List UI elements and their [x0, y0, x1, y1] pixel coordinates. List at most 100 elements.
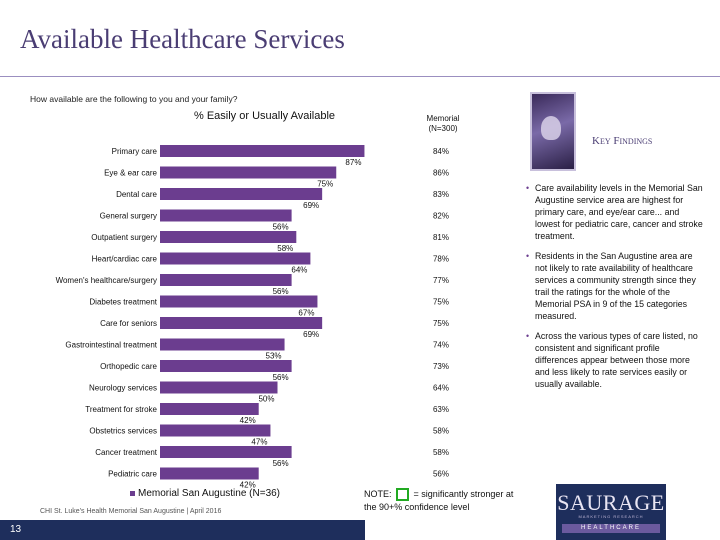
memorial-value-label: 58%: [433, 427, 449, 436]
category-label: General surgery: [100, 212, 157, 221]
bar: [160, 381, 278, 394]
category-label: Cancer treatment: [95, 448, 158, 457]
bar: [160, 403, 259, 415]
bar-value-label: 53%: [266, 352, 282, 361]
memorial-value-label: 64%: [433, 384, 449, 393]
bar: [160, 360, 292, 372]
page-number: 13: [10, 524, 22, 535]
logo-band-text: HEALTHCARE: [581, 525, 641, 531]
bar: [160, 467, 259, 480]
logo-wordmark: SAURAGE: [557, 490, 665, 515]
finding-item: • Across the various types of care listed…: [526, 330, 704, 390]
category-label: Dental care: [116, 190, 157, 199]
bar-value-label: 56%: [273, 287, 289, 296]
finding-text: Across the various types of care listed,…: [535, 331, 698, 389]
memorial-value-label: 83%: [433, 190, 449, 199]
memorial-value-label: 84%: [433, 147, 449, 156]
bar: [160, 317, 323, 329]
category-label: Women's healthcare/surgery: [56, 276, 157, 285]
memorial-value-label: 86%: [433, 169, 449, 178]
bar: [160, 166, 337, 179]
bar: [160, 231, 297, 243]
bar: [160, 446, 292, 458]
page-title: Available Healthcare Services: [20, 24, 345, 54]
finding-text: Residents in the San Augustine area are …: [535, 251, 696, 321]
logo-subtitle: MARKETING RESEARCH: [578, 514, 644, 519]
hand-icon: [541, 116, 561, 140]
memorial-value-label: 74%: [433, 341, 449, 350]
finding-item: • Residents in the San Augustine area are…: [526, 250, 704, 322]
bar: [160, 145, 365, 157]
note-prefix: NOTE:: [364, 489, 392, 499]
memorial-value-label: 63%: [433, 405, 449, 414]
bar-value-label: 87%: [345, 158, 361, 167]
title-divider: [0, 76, 720, 77]
memorial-value-label: 75%: [433, 298, 449, 307]
footer-bar: 13: [0, 520, 365, 540]
category-label: Outpatient surgery: [91, 233, 157, 242]
memorial-value-label: 77%: [433, 276, 449, 285]
finding-item: • Care availability levels in the Memoria…: [526, 182, 704, 242]
category-label: Heart/cardiac care: [92, 255, 158, 264]
bar: [160, 188, 323, 200]
category-label: Pediatric care: [108, 470, 157, 479]
bar-value-label: 42%: [240, 416, 256, 425]
category-label: Neurology services: [89, 384, 157, 393]
hands-photo: [530, 92, 576, 171]
memorial-value-label: 78%: [433, 255, 449, 264]
memorial-header-line1: Memorial: [426, 114, 460, 123]
finding-text: Care availability levels in the Memorial…: [535, 183, 703, 241]
memorial-value-label: 56%: [433, 470, 449, 479]
significance-note: NOTE: = significantly stronger at the 90…: [364, 488, 524, 513]
category-label: Orthopedic care: [100, 362, 157, 371]
category-label: Treatment for stroke: [85, 405, 157, 414]
bar: [160, 338, 285, 351]
memorial-value-label: 75%: [433, 319, 449, 328]
chart-legend: Memorial San Augustine (N=36): [130, 488, 280, 499]
bar-value-label: 69%: [303, 201, 319, 210]
bar-value-label: 47%: [251, 438, 267, 447]
chart-title: % Easily or Usually Available: [194, 110, 336, 122]
category-label: Care for seniors: [100, 319, 157, 328]
category-label: Gastrointestinal treatment: [65, 341, 157, 350]
bar-value-label: 50%: [258, 395, 274, 404]
note-suffix: = significantly stronger at the 90+% con…: [364, 489, 514, 513]
memorial-value-label: 58%: [433, 448, 449, 457]
bullet-icon: •: [526, 331, 530, 341]
bar-value-label: 58%: [277, 244, 293, 253]
memorial-value-label: 81%: [433, 233, 449, 242]
survey-question: How available are the following to you a…: [30, 94, 238, 104]
bar: [160, 295, 318, 308]
bar-value-label: 56%: [273, 459, 289, 468]
saurage-logo: SAURAGE MARKETING RESEARCH HEALTHCARE: [556, 484, 666, 540]
bar-value-label: 56%: [273, 373, 289, 382]
bar-value-label: 67%: [298, 309, 314, 318]
bar-value-label: 42%: [240, 481, 256, 490]
category-label: Eye & ear care: [104, 169, 157, 178]
category-label: Primary care: [112, 147, 158, 156]
legend-swatch: [130, 490, 135, 496]
category-label: Diabetes treatment: [89, 298, 157, 307]
significance-box-icon: [396, 488, 410, 502]
memorial-value-label: 73%: [433, 362, 449, 371]
bar-value-label: 75%: [317, 180, 333, 189]
bullet-icon: •: [526, 183, 530, 193]
bar: [160, 252, 311, 265]
bar: [160, 424, 271, 437]
key-findings-heading: Key Findings: [592, 135, 653, 147]
bar-value-label: 64%: [291, 266, 307, 275]
memorial-column-header: Memorial (N=300): [418, 114, 468, 134]
logo-band: HEALTHCARE: [562, 524, 660, 533]
bar-value-label: 56%: [273, 223, 289, 232]
source-line: CHI St. Luke's Health Memorial San Augus…: [40, 508, 222, 515]
memorial-header-line2: (N=300): [428, 124, 458, 133]
category-label: Obstetrics services: [89, 427, 157, 436]
legend-label: Memorial San Augustine (N=36): [138, 488, 281, 499]
bar: [160, 209, 292, 222]
bar: [160, 274, 292, 286]
memorial-value-label: 82%: [433, 212, 449, 221]
bar-value-label: 69%: [303, 330, 319, 339]
key-findings-list: • Care availability levels in the Memoria…: [526, 182, 704, 398]
bullet-icon: •: [526, 251, 530, 261]
